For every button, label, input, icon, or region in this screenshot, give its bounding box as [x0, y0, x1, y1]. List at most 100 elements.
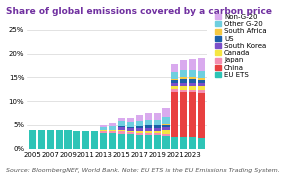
Bar: [127, 131, 134, 132]
Bar: [109, 130, 116, 131]
Bar: [73, 131, 80, 149]
Bar: [109, 131, 116, 133]
Bar: [198, 71, 205, 78]
Bar: [136, 135, 143, 149]
Bar: [198, 83, 205, 86]
Bar: [180, 86, 188, 90]
Bar: [154, 131, 161, 133]
Bar: [127, 127, 134, 128]
Bar: [198, 93, 205, 138]
Bar: [171, 86, 178, 89]
Legend: Non-G-20, Other G-20, South Africa, US, South Korea, Canada, Japan, China, EU ET: Non-G-20, Other G-20, South Africa, US, …: [215, 14, 267, 78]
Bar: [189, 86, 196, 90]
Bar: [100, 125, 107, 127]
Bar: [109, 122, 116, 126]
Bar: [189, 59, 196, 70]
Bar: [180, 92, 188, 137]
Bar: [38, 130, 45, 149]
Bar: [100, 133, 107, 149]
Bar: [162, 124, 169, 125]
Bar: [118, 127, 125, 130]
Bar: [118, 126, 125, 127]
Bar: [162, 108, 169, 117]
Bar: [136, 133, 143, 135]
Bar: [118, 131, 125, 134]
Bar: [198, 78, 205, 80]
Bar: [46, 130, 54, 149]
Bar: [189, 137, 196, 149]
Bar: [189, 79, 196, 83]
Bar: [162, 125, 169, 127]
Bar: [171, 80, 178, 83]
Bar: [189, 92, 196, 137]
Bar: [145, 125, 152, 128]
Bar: [136, 115, 143, 121]
Bar: [162, 117, 169, 124]
Bar: [189, 77, 196, 79]
Bar: [180, 79, 188, 83]
Bar: [198, 90, 205, 93]
Bar: [145, 131, 152, 133]
Text: Share of global emissions covered by a carbon price: Share of global emissions covered by a c…: [6, 7, 272, 16]
Bar: [171, 64, 178, 72]
Bar: [162, 130, 169, 134]
Bar: [189, 90, 196, 92]
Bar: [118, 121, 125, 126]
Bar: [118, 134, 125, 149]
Bar: [145, 128, 152, 131]
Bar: [145, 135, 152, 149]
Bar: [91, 131, 98, 149]
Bar: [100, 127, 107, 130]
Bar: [118, 130, 125, 131]
Bar: [109, 133, 116, 149]
Bar: [171, 83, 178, 86]
Bar: [171, 89, 178, 92]
Bar: [198, 86, 205, 90]
Bar: [198, 138, 205, 149]
Bar: [162, 136, 169, 149]
Bar: [180, 83, 188, 86]
Bar: [171, 92, 178, 137]
Bar: [118, 118, 125, 121]
Bar: [162, 127, 169, 130]
Bar: [100, 130, 107, 131]
Bar: [100, 131, 107, 133]
Bar: [145, 120, 152, 125]
Bar: [127, 128, 134, 131]
Bar: [171, 137, 178, 149]
Bar: [136, 121, 143, 126]
Bar: [180, 70, 188, 77]
Bar: [154, 120, 161, 125]
Bar: [180, 90, 188, 92]
Bar: [198, 80, 205, 83]
Bar: [127, 132, 134, 134]
Bar: [56, 130, 63, 149]
Bar: [82, 131, 89, 149]
Bar: [198, 58, 205, 71]
Bar: [180, 77, 188, 79]
Bar: [154, 135, 161, 149]
Bar: [127, 122, 134, 127]
Bar: [189, 83, 196, 86]
Bar: [136, 128, 143, 131]
Bar: [162, 134, 169, 136]
Bar: [127, 118, 134, 122]
Bar: [136, 126, 143, 128]
Bar: [171, 72, 178, 79]
Bar: [154, 133, 161, 135]
Bar: [109, 126, 116, 130]
Bar: [64, 130, 72, 149]
Bar: [154, 125, 161, 128]
Bar: [145, 133, 152, 135]
Bar: [154, 113, 161, 120]
Bar: [154, 128, 161, 131]
Bar: [189, 70, 196, 77]
Bar: [145, 113, 152, 120]
Bar: [29, 130, 36, 149]
Bar: [180, 60, 188, 70]
Bar: [127, 134, 134, 149]
Bar: [136, 131, 143, 133]
Text: Source: BloombergNEF, World Bank. Note: EU ETS is the EU Emissions Trading Syste: Source: BloombergNEF, World Bank. Note: …: [6, 168, 280, 173]
Bar: [180, 137, 188, 149]
Bar: [171, 79, 178, 80]
